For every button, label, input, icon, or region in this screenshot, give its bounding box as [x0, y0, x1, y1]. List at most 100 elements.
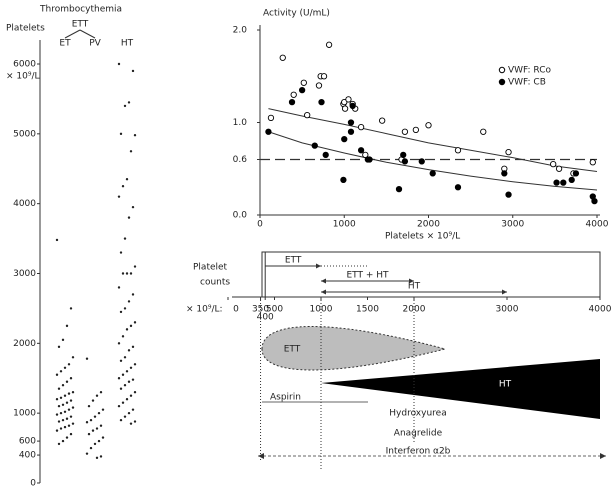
point — [501, 170, 508, 177]
dot — [131, 378, 135, 381]
point — [366, 156, 373, 163]
axis-unit: × 10⁹/L: — [186, 305, 223, 315]
treatment-label: Aspirin — [270, 393, 301, 403]
point — [349, 102, 356, 110]
point — [505, 148, 512, 156]
point — [318, 99, 325, 106]
dot — [91, 399, 95, 402]
dot — [89, 418, 93, 422]
treatment-label: Interferon α2b — [386, 447, 451, 457]
dot — [129, 422, 133, 425]
point — [322, 151, 329, 159]
dot — [99, 391, 103, 394]
dot — [65, 401, 69, 404]
arrow-head — [409, 278, 414, 284]
ht-shape — [321, 359, 600, 419]
dot — [133, 391, 137, 394]
dot — [85, 357, 89, 360]
dot — [57, 345, 61, 349]
arrow-head — [321, 289, 326, 295]
y-tick-label: 1000 — [13, 409, 36, 419]
dot — [61, 418, 65, 422]
dot — [127, 349, 131, 352]
dot — [123, 384, 127, 387]
dot — [87, 432, 91, 436]
point — [553, 179, 560, 186]
axis-label: Platelet — [193, 263, 228, 273]
y-tick-label: 0 — [30, 479, 36, 489]
y-tick-label: 5000 — [13, 129, 36, 139]
tick-label: 3000 — [496, 305, 519, 315]
dot — [89, 446, 93, 450]
point — [347, 128, 355, 135]
point — [279, 54, 286, 61]
x-tick-label: 3000 — [501, 220, 524, 230]
point — [505, 191, 512, 198]
dot — [97, 439, 101, 443]
fit-curve — [268, 108, 598, 173]
point — [401, 158, 409, 165]
dot — [55, 413, 59, 416]
dot — [133, 265, 137, 268]
treatment-label: Hydroxyurea — [389, 409, 446, 419]
group-label: ETT — [72, 20, 89, 30]
point — [345, 96, 352, 103]
dot — [117, 195, 121, 198]
point — [401, 128, 409, 135]
dot — [119, 310, 123, 314]
x-tick-label: 2000 — [417, 220, 440, 230]
point — [572, 170, 580, 177]
dot — [93, 442, 97, 446]
dot — [57, 442, 61, 446]
point — [265, 128, 272, 135]
dot — [123, 307, 127, 310]
arrow-head — [316, 263, 321, 269]
legend-label: VWF: RCo — [508, 66, 552, 76]
range-label: ETT — [285, 256, 302, 266]
point — [395, 185, 403, 193]
dot — [71, 406, 75, 409]
dot — [69, 415, 73, 418]
dot — [129, 394, 133, 397]
point — [379, 117, 386, 124]
dot — [121, 185, 125, 188]
dot — [59, 370, 63, 373]
x-tick-label: ET — [59, 39, 71, 49]
dot — [69, 307, 73, 310]
dot — [121, 401, 125, 404]
dot — [133, 321, 137, 324]
point — [341, 135, 348, 143]
tick-label: 500 — [266, 305, 283, 315]
dot — [129, 272, 133, 275]
point — [560, 179, 567, 186]
dot — [121, 335, 125, 338]
dot — [59, 411, 63, 415]
dot — [131, 69, 135, 73]
dot — [131, 408, 135, 411]
dot — [69, 432, 73, 436]
dot — [117, 404, 121, 408]
dot — [59, 427, 63, 430]
point — [425, 122, 432, 129]
dot — [133, 134, 137, 137]
arrow-head — [321, 278, 326, 284]
x-tick-label: 0 — [257, 220, 263, 230]
legend-marker — [498, 66, 506, 74]
dot — [97, 411, 101, 415]
dot — [55, 238, 59, 242]
y-tick-label: 6000 — [13, 60, 36, 70]
dot — [127, 300, 131, 303]
dot — [61, 384, 65, 387]
legend-marker — [498, 78, 506, 86]
point — [418, 158, 425, 165]
point — [290, 91, 297, 98]
point — [555, 165, 563, 172]
point — [357, 123, 365, 131]
dot — [119, 387, 123, 390]
dot — [131, 205, 135, 209]
dot — [91, 429, 95, 432]
point — [325, 41, 333, 48]
dot — [85, 421, 89, 424]
dot — [59, 396, 63, 400]
dot — [69, 399, 73, 402]
